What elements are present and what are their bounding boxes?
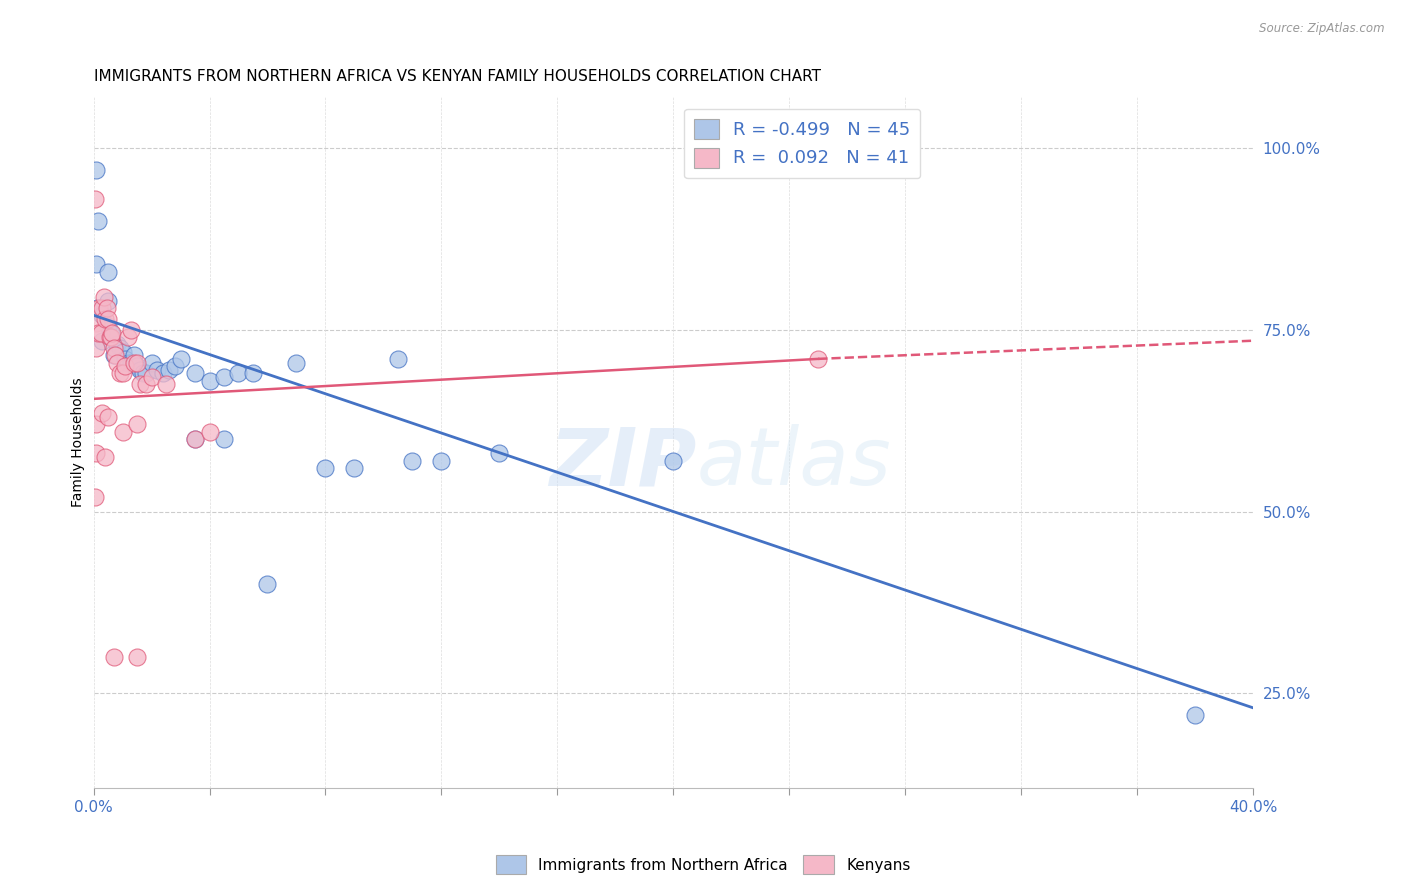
Point [103, 649, 125, 664]
Point [122, 348, 145, 362]
Point [114, 359, 136, 373]
Point [97, 265, 120, 279]
Point [86, 446, 108, 460]
Text: atlas: atlas [696, 425, 891, 502]
Point [84, 341, 107, 355]
Point [86, 316, 108, 330]
Point [488, 446, 510, 460]
Point [430, 453, 453, 467]
Point [117, 330, 139, 344]
Point [84, 257, 107, 271]
Point [91, 334, 114, 348]
Point [401, 453, 423, 467]
Point [662, 453, 685, 467]
Point [169, 351, 191, 366]
Point [122, 355, 145, 369]
Point [86, 417, 108, 432]
Point [93, 290, 115, 304]
Point [314, 461, 336, 475]
Point [101, 326, 124, 341]
Point [84, 162, 107, 177]
Point [114, 351, 136, 366]
Point [97, 293, 120, 308]
Point [152, 367, 174, 381]
Point [104, 348, 127, 362]
Text: Source: ZipAtlas.com: Source: ZipAtlas.com [1260, 22, 1385, 36]
Y-axis label: Family Households: Family Households [72, 377, 86, 508]
Point [97, 410, 120, 425]
Point [135, 367, 157, 381]
Point [141, 370, 163, 384]
Point [120, 323, 142, 337]
Point [100, 330, 122, 344]
Text: IMMIGRANTS FROM NORTHERN AFRICA VS KENYAN FAMILY HOUSEHOLDS CORRELATION CHART: IMMIGRANTS FROM NORTHERN AFRICA VS KENYA… [94, 69, 821, 84]
Point [228, 367, 250, 381]
Point [125, 649, 148, 664]
Point [184, 432, 207, 446]
Point [87, 326, 110, 341]
Point [125, 417, 148, 432]
Text: ZIP: ZIP [550, 425, 696, 502]
Point [108, 341, 131, 355]
Point [103, 341, 125, 355]
Point [111, 367, 134, 381]
Point [212, 370, 235, 384]
Point [135, 377, 157, 392]
Point [1184, 708, 1206, 723]
Point [103, 348, 125, 362]
Point [163, 359, 186, 373]
Legend: Immigrants from Northern Africa, Kenyans: Immigrants from Northern Africa, Kenyans [489, 849, 917, 880]
Point [96, 301, 118, 315]
Point [807, 351, 830, 366]
Point [94, 450, 117, 464]
Point [387, 351, 409, 366]
Point [100, 326, 122, 341]
Point [91, 308, 114, 322]
Point [132, 367, 155, 381]
Point [157, 363, 180, 377]
Point [125, 359, 148, 373]
Point [91, 406, 114, 420]
Point [89, 301, 111, 315]
Point [111, 425, 134, 439]
Point [117, 355, 139, 369]
Point [141, 355, 163, 369]
Point [97, 319, 120, 334]
Point [343, 461, 366, 475]
Point [120, 355, 142, 369]
Point [125, 355, 148, 369]
Point [98, 330, 121, 344]
Point [155, 377, 177, 392]
Point [212, 432, 235, 446]
Point [105, 337, 128, 351]
Point [198, 425, 221, 439]
Point [242, 367, 264, 381]
Point [86, 301, 108, 315]
Point [84, 490, 107, 504]
Point [91, 301, 114, 315]
Legend: R = -0.499   N = 45, R =  0.092   N = 41: R = -0.499 N = 45, R = 0.092 N = 41 [685, 109, 920, 178]
Point [87, 213, 110, 227]
Point [108, 367, 131, 381]
Point [97, 312, 120, 326]
Point [84, 192, 107, 206]
Point [90, 326, 112, 341]
Point [256, 577, 278, 591]
Point [94, 312, 117, 326]
Point [146, 363, 169, 377]
Point [184, 367, 207, 381]
Point [111, 344, 134, 359]
Point [285, 355, 308, 369]
Point [198, 374, 221, 388]
Point [105, 355, 128, 369]
Point [129, 377, 152, 392]
Point [129, 363, 152, 377]
Point [184, 432, 207, 446]
